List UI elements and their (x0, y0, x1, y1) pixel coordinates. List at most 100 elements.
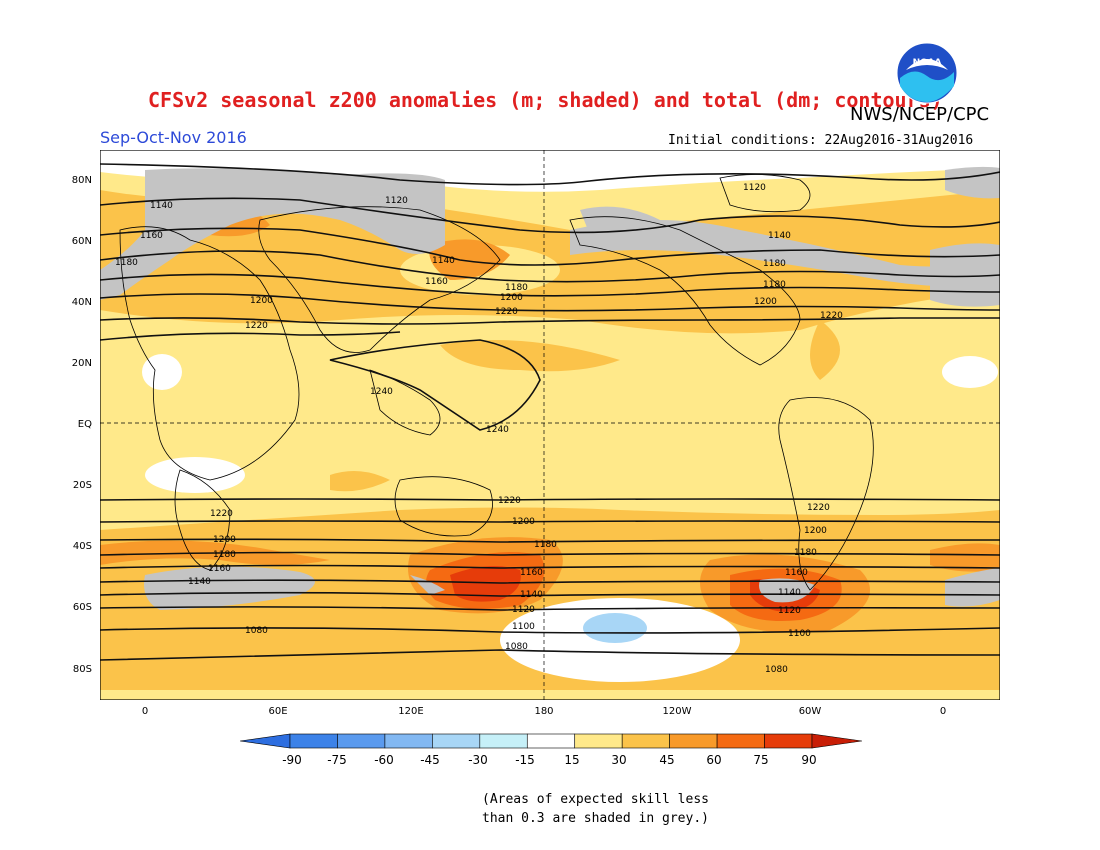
contour-label: 1160 (208, 564, 231, 574)
contour-label: 1200 (500, 293, 523, 303)
lon-label: 60E (268, 706, 288, 717)
contour-label: 1220 (210, 509, 233, 519)
contour-label: 1080 (245, 626, 268, 636)
colorbar-swatch (669, 733, 718, 749)
colorbar-tick: -75 (327, 753, 347, 767)
contour-label-group: 1140 1120 1160 1180 1140 1160 1200 1180 … (115, 183, 843, 675)
height-contours (100, 163, 1000, 661)
contour-label: 1160 (785, 568, 808, 578)
lat-label: 20N (71, 358, 92, 369)
contour-label: 1200 (213, 535, 236, 545)
lon-label: 0 (939, 706, 947, 717)
colorbar-swatch (574, 733, 623, 749)
contour-label: 1100 (788, 629, 811, 639)
colorbar-tick: 60 (706, 753, 721, 767)
logo-text: NOAA (913, 58, 942, 68)
contour-label: 1080 (765, 665, 788, 675)
lat-label: 60S (72, 602, 92, 613)
contour-label: 1200 (754, 297, 777, 307)
colorbar-swatch (621, 733, 670, 749)
contour-label: 1120 (512, 605, 535, 615)
colorbar-swatch (479, 733, 528, 749)
contour-label: 1240 (370, 387, 393, 397)
season-label: Sep-Oct-Nov 2016 (100, 128, 247, 147)
lon-label: 120W (662, 706, 692, 717)
contour-label: 1220 (498, 496, 521, 506)
contour-label: 1220 (820, 311, 843, 321)
colorbar-swatch (337, 733, 386, 749)
contour-label: 1220 (245, 321, 268, 331)
colorbar-tick: -60 (374, 753, 394, 767)
lat-label: 60N (71, 236, 92, 247)
reference-lines (100, 150, 1000, 700)
colorbar-tick: 15 (564, 753, 579, 767)
contour-label: 1140 (520, 590, 543, 600)
colorbar-tick: 30 (611, 753, 626, 767)
colorbar-swatch (526, 733, 576, 749)
initial-conditions-label: Initial conditions: 22Aug2016-31Aug2016 (668, 133, 974, 148)
contour-label: 1180 (213, 550, 236, 560)
contour-label: 1240 (486, 425, 509, 435)
contour-label: 1180 (534, 540, 557, 550)
contour-label: 1200 (250, 296, 273, 306)
contour-label: 1140 (768, 231, 791, 241)
contour-label: 1160 (425, 277, 448, 287)
colorbar-tick: 90 (801, 753, 816, 767)
contour-label: 1160 (520, 568, 543, 578)
lat-label: 80N (71, 175, 92, 186)
contour-label: 1200 (512, 517, 535, 527)
contour-label: 1220 (495, 307, 518, 317)
lon-label: 180 (534, 706, 554, 717)
map-title: CFSv2 seasonal z200 anomalies (m; shaded… (148, 88, 943, 112)
skill-note-line2: than 0.3 are shaded in grey.) (482, 811, 709, 826)
lat-label: EQ (77, 419, 92, 430)
contour-label: 1160 (140, 231, 163, 241)
contour-label: 1180 (794, 548, 817, 558)
contour-label: 1180 (115, 258, 138, 268)
colorbar-swatch (811, 733, 862, 749)
lat-label: 80S (72, 664, 92, 675)
colorbar-swatch (240, 733, 291, 749)
colorbar: -90 -75 -60 -45 -30 -15 15 30 45 60 75 9… (240, 733, 862, 767)
contour-label: 1200 (804, 526, 827, 536)
contour-label: 1080 (505, 642, 528, 652)
colorbar-swatch (432, 733, 481, 749)
contour-label: 1120 (385, 196, 408, 206)
contour-label: 1140 (188, 577, 211, 587)
colorbar-swatch (764, 733, 813, 749)
low-skill-grey-regions (100, 166, 1000, 610)
contour-label: 1220 (807, 503, 830, 513)
skill-note-line1: (Areas of expected skill less (482, 792, 709, 807)
coastlines (119, 174, 874, 591)
contour-label: 1140 (778, 588, 801, 598)
colorbar-tick: -90 (282, 753, 302, 767)
noaa-logo: NOAA (896, 42, 958, 104)
contour-label: 1180 (505, 283, 528, 293)
colorbar-swatch (716, 733, 765, 749)
colorbar-tick: -45 (420, 753, 440, 767)
colorbar-tick: -30 (468, 753, 488, 767)
colorbar-tick: 45 (659, 753, 674, 767)
contour-label: 1120 (778, 606, 801, 616)
contour-label: 1140 (432, 256, 455, 266)
colorbar-tick: 75 (753, 753, 768, 767)
contour-label: 1140 (150, 201, 173, 211)
lat-label: 40N (71, 297, 92, 308)
lon-label: 120E (398, 706, 424, 717)
contour-label: 1120 (743, 183, 766, 193)
contour-label: 1180 (763, 280, 786, 290)
anomaly-map: 1140 1120 1160 1180 1140 1160 1200 1180 … (100, 150, 1000, 700)
lat-label: 40S (72, 541, 92, 552)
colorbar-tick-labels: -90 -75 -60 -45 -30 -15 15 30 45 60 75 9… (282, 753, 816, 767)
anomaly-negative-region (583, 613, 647, 643)
colorbar-swatch (289, 733, 338, 749)
contour-label: 1180 (763, 259, 786, 269)
lon-label: 0 (141, 706, 149, 717)
contour-label: 1100 (512, 622, 535, 632)
colorbar-swatch (384, 733, 433, 749)
lon-label: 60W (798, 706, 822, 717)
agency-label: NWS/NCEP/CPC (850, 104, 990, 125)
colorbar-swatches (240, 733, 862, 749)
colorbar-tick: -15 (515, 753, 535, 767)
lat-label: 20S (72, 480, 92, 491)
